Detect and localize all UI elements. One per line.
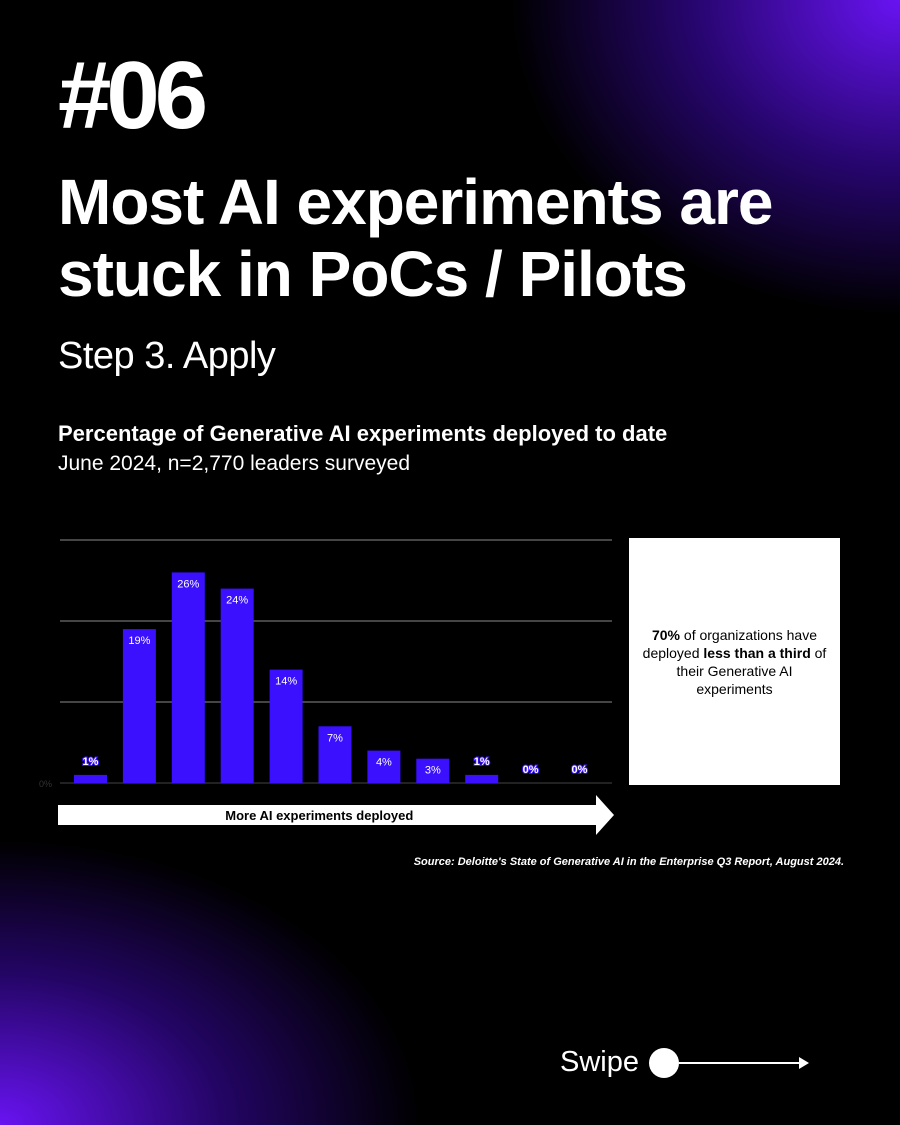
data-label: 1% [83,756,99,768]
bar [318,726,352,783]
y-tick-label: 0% [39,779,52,789]
callout-box: 70% of organizations have deployed less … [629,538,840,785]
bar [367,750,401,783]
callout-text: 70% of organizations have deployed less … [639,626,830,698]
data-label: 3% [425,765,441,777]
swipe-indicator[interactable]: Swipe [560,1046,809,1079]
bar [465,774,499,783]
bar [171,572,205,783]
callout-pct: 70% [651,626,681,643]
data-label: 7% [327,732,343,744]
x-axis-label: More AI experiments deployed [225,807,414,823]
callout-bold: less than a third [703,644,811,661]
chart-subtitle: June 2024, n=2,770 leaders surveyed [58,452,411,475]
step-label: Step 3. Apply [58,335,276,377]
headline: Most AI experiments are stuck in PoCs / … [58,166,773,310]
data-label: 26% [177,578,199,590]
callout-text-1: of organizations have deployed [642,626,817,661]
bar [416,758,450,783]
bar [74,774,107,783]
arrow-right-icon [58,795,614,835]
slide-number: #06 [58,42,208,149]
bar [220,588,254,783]
swipe-dot-icon [649,1047,679,1078]
data-label: 4% [376,757,392,769]
swipe-label: Swipe [560,1046,639,1078]
chart-title: Percentage of Generative AI experiments … [58,421,668,446]
data-label: 0% [523,764,539,776]
bar-chart: 0% 1% 19% 26% 24% 14% 7% 4% 3% 1% 0% 0% [39,539,612,789]
source-note: Source: Deloitte's State of Generative A… [413,856,844,868]
swipe-arrow-icon [679,1056,809,1069]
bar [122,629,156,783]
x-axis-arrow: More AI experiments deployed [58,795,614,835]
data-label: 0% [572,764,588,776]
bar [269,669,303,783]
data-label: 24% [226,595,248,607]
data-label: 14% [275,676,297,688]
data-label: 1% [474,756,490,768]
data-label: 19% [128,635,150,647]
callout-text-2: of their Generative AI experiments [676,644,827,697]
